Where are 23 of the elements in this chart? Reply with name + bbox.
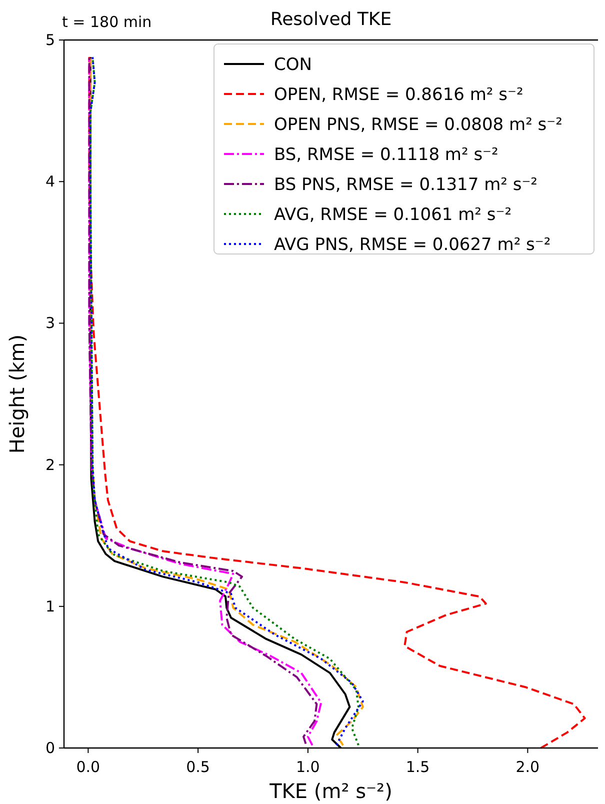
y-tick-label: 1 (45, 597, 55, 616)
x-axis-title: TKE (m² s⁻²) (268, 779, 392, 803)
x-tick-label: 0.0 (76, 758, 100, 776)
y-tick-label: 3 (45, 314, 55, 332)
y-tick-label: 5 (45, 31, 55, 49)
legend-label: AVG PNS, RMSE = 0.0627 m² s⁻² (274, 235, 551, 255)
line-series (88, 56, 586, 749)
chart-title: Resolved TKE (270, 9, 392, 30)
x-tick-label: 0.5 (186, 758, 210, 776)
x-tick-label: 1.5 (406, 758, 430, 776)
x-tick-label: 2.0 (516, 758, 540, 776)
legend-label: BS PNS, RMSE = 0.1317 m² s⁻² (274, 175, 538, 195)
y-tick-label: 0 (45, 739, 55, 757)
y-tick-label: 4 (45, 172, 55, 191)
x-tick-label: 1.0 (296, 758, 320, 776)
legend-label: OPEN PNS, RMSE = 0.0808 m² s⁻² (274, 115, 562, 135)
legend-label: OPEN, RMSE = 0.8616 m² s⁻² (274, 85, 524, 105)
legend-label: BS, RMSE = 0.1118 m² s⁻² (274, 145, 498, 165)
y-tick-label: 2 (45, 456, 55, 474)
text: t = 180 min (62, 13, 152, 31)
legend-label: CON (274, 55, 312, 75)
y-axis-title: Height (km) (5, 334, 29, 454)
legend-label: AVG, RMSE = 0.1061 m² s⁻² (274, 205, 512, 225)
